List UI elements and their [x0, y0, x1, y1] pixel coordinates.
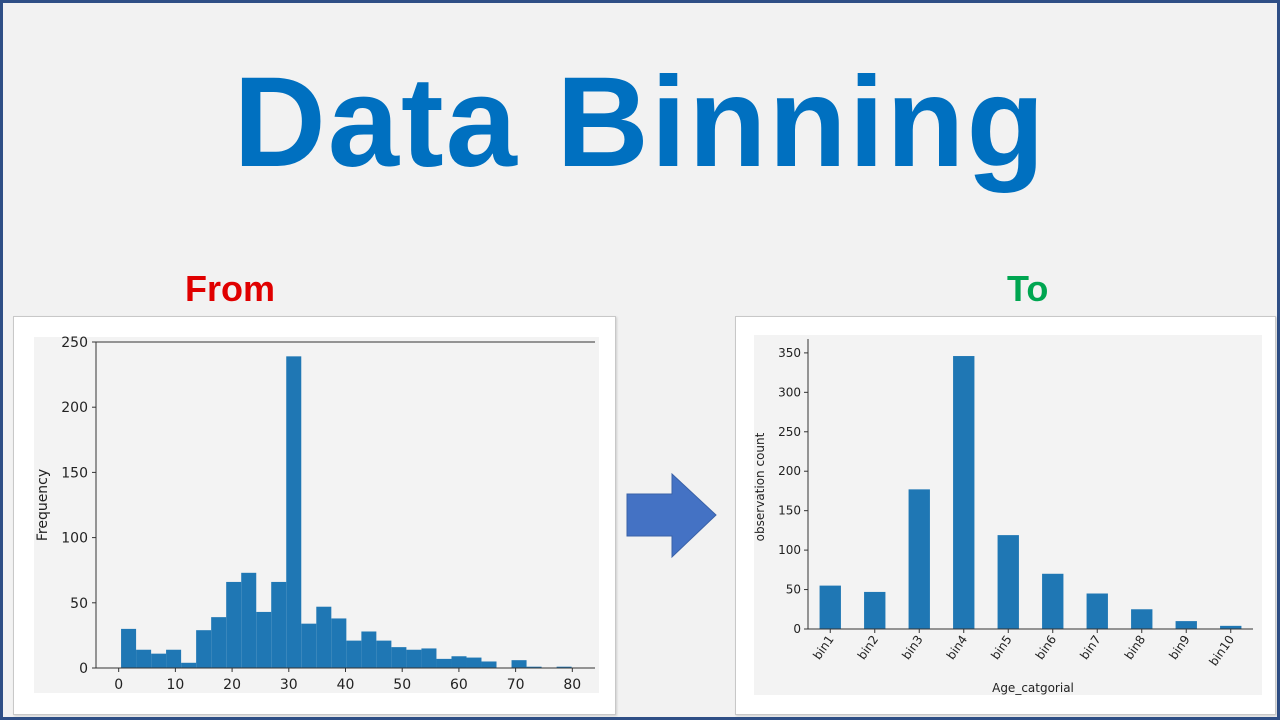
binned-bar-panel: 0 50 100 150 200 250 300 350 bin1 bin2 bin3 bin4 bin…	[735, 316, 1276, 715]
y-tick-label: 150	[778, 504, 801, 518]
x-tick-label: 10	[166, 677, 184, 693]
histogram-bar	[136, 649, 152, 668]
y-tick-label: 350	[778, 346, 801, 360]
histogram-bar	[211, 617, 227, 668]
y-axis-title: observation count	[753, 432, 767, 541]
histogram-bar	[121, 628, 137, 668]
category-bar	[953, 356, 975, 629]
x-tick-label: 80	[563, 677, 581, 693]
category-bar	[1175, 621, 1197, 629]
histogram-bar	[316, 606, 332, 668]
y-axis-title: Frequency	[35, 469, 51, 541]
plot-background	[754, 335, 1262, 695]
right-arrow-icon	[626, 472, 718, 564]
x-tick-label: 20	[223, 677, 241, 693]
histogram-bar	[556, 666, 572, 668]
x-tick-label: 30	[280, 677, 298, 693]
y-tick-label: 50	[70, 596, 88, 612]
histogram-bar	[286, 356, 302, 668]
x-tick-label: 50	[393, 677, 411, 693]
histogram-bar	[481, 661, 497, 668]
y-tick-label: 0	[793, 622, 801, 636]
y-tick-label: 200	[778, 464, 801, 478]
y-tick-label: 0	[79, 661, 88, 677]
histogram-bar	[331, 618, 347, 668]
y-tick-label: 150	[61, 465, 88, 481]
x-tick-label: 60	[450, 677, 468, 693]
x-tick-label: 70	[507, 677, 525, 693]
y-tick-label: 250	[778, 425, 801, 439]
histogram-bar	[376, 640, 392, 668]
histogram-bar	[256, 611, 272, 668]
histogram-bar	[346, 640, 362, 668]
page-title: Data Binning	[233, 51, 1047, 194]
histogram-bar	[511, 660, 527, 668]
histogram-bar	[466, 657, 482, 668]
histogram-bar	[391, 647, 407, 668]
histogram-bar	[451, 656, 467, 668]
histogram-bar	[406, 649, 422, 668]
histogram-bar	[526, 666, 542, 668]
y-tick-label: 100	[778, 543, 801, 557]
category-bar	[1042, 573, 1064, 629]
histogram-bar	[271, 581, 287, 668]
histogram-bar	[181, 662, 197, 668]
y-tick-label: 200	[61, 400, 88, 416]
category-bar	[1220, 625, 1242, 629]
x-axis-title: Age_catgorial	[992, 681, 1074, 695]
y-tick-label: 50	[786, 583, 801, 597]
histogram-bar	[241, 572, 257, 668]
from-caption: From	[185, 268, 275, 309]
y-tick-label: 250	[61, 335, 88, 351]
category-bar	[997, 535, 1019, 629]
category-bar	[1131, 609, 1153, 629]
histogram-bar	[421, 648, 437, 668]
histogram-bar	[196, 630, 212, 668]
category-bar	[819, 585, 841, 629]
category-bar	[864, 591, 886, 629]
to-caption: To	[1007, 268, 1049, 309]
histogram-bar	[436, 658, 452, 668]
histogram-bar	[361, 631, 377, 668]
category-bar	[1086, 593, 1108, 629]
category-bar	[908, 489, 930, 629]
histogram-bar	[226, 581, 242, 668]
histogram-chart: 0 50 100 150 200 250 0 10 20 30 40 50 60 70 80 Frequenc…	[34, 335, 599, 693]
y-tick-label: 300	[778, 385, 801, 399]
histogram-panel: 0 50 100 150 200 250 0 10 20 30 40 50 60 70 80 Frequenc…	[13, 316, 616, 715]
histogram-bar	[151, 653, 167, 668]
y-tick-label: 100	[61, 531, 88, 547]
histogram-bar	[301, 623, 317, 668]
x-tick-label: 40	[337, 677, 355, 693]
histogram-bar	[166, 649, 182, 668]
x-tick-label: 0	[114, 677, 123, 693]
